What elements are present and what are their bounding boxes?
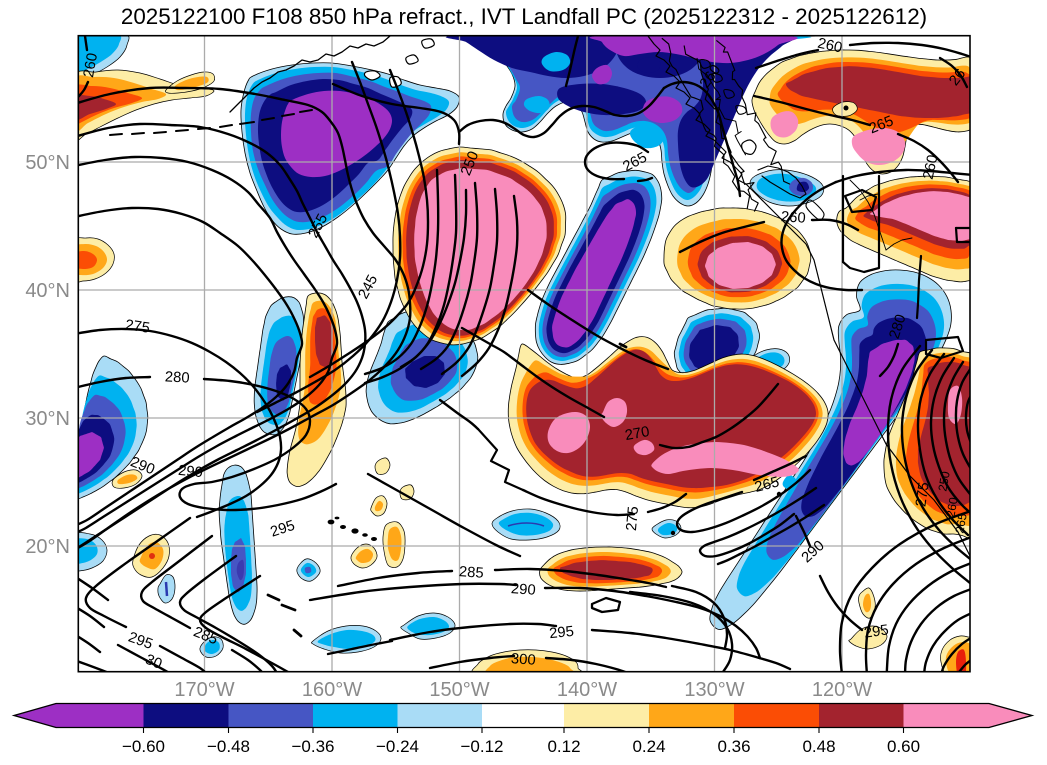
svg-text:−0.12: −0.12 — [460, 737, 503, 756]
svg-text:260: 260 — [81, 52, 101, 79]
svg-text:140°W: 140°W — [557, 679, 617, 701]
svg-text:270: 270 — [624, 424, 651, 444]
svg-text:295: 295 — [863, 622, 890, 641]
svg-text:20°N: 20°N — [25, 536, 70, 558]
svg-text:285: 285 — [458, 564, 484, 582]
svg-text:0.36: 0.36 — [717, 737, 750, 756]
svg-text:295: 295 — [126, 629, 155, 652]
svg-text:2025122100 F108 850 hPa refrac: 2025122100 F108 850 hPa refract., IVT La… — [121, 4, 927, 29]
svg-text:170°W: 170°W — [174, 679, 234, 701]
svg-text:295: 295 — [269, 518, 297, 541]
svg-text:160°W: 160°W — [302, 679, 362, 701]
svg-text:265: 265 — [952, 512, 969, 534]
svg-text:0.60: 0.60 — [887, 737, 920, 756]
svg-text:265: 265 — [753, 474, 781, 496]
svg-text:275: 275 — [124, 317, 151, 336]
svg-text:130°W: 130°W — [684, 679, 744, 701]
svg-text:0.12: 0.12 — [547, 737, 580, 756]
svg-text:250: 250 — [935, 470, 952, 492]
svg-text:120°W: 120°W — [812, 679, 872, 701]
svg-text:−0.60: −0.60 — [122, 737, 165, 756]
svg-text:−0.36: −0.36 — [291, 737, 334, 756]
svg-text:290: 290 — [510, 581, 536, 599]
svg-text:295: 295 — [548, 624, 574, 642]
svg-text:26: 26 — [946, 66, 969, 89]
svg-text:260: 260 — [943, 496, 960, 518]
svg-text:−0.48: −0.48 — [207, 737, 250, 756]
svg-text:290: 290 — [177, 463, 203, 481]
svg-text:30: 30 — [143, 652, 164, 673]
svg-text:260: 260 — [816, 36, 843, 57]
svg-text:0.48: 0.48 — [802, 737, 835, 756]
svg-text:0.24: 0.24 — [632, 737, 665, 756]
svg-text:275: 275 — [913, 481, 932, 508]
svg-text:−0.24: −0.24 — [376, 737, 419, 756]
svg-text:30°N: 30°N — [25, 408, 70, 430]
svg-text:280: 280 — [887, 313, 910, 341]
svg-text:50°N: 50°N — [25, 152, 70, 174]
svg-text:40°N: 40°N — [25, 280, 70, 302]
svg-text:150°W: 150°W — [429, 679, 489, 701]
svg-text:275: 275 — [624, 506, 642, 532]
svg-text:300: 300 — [510, 651, 536, 669]
svg-text:260: 260 — [780, 209, 806, 227]
svg-text:260: 260 — [921, 153, 942, 180]
svg-text:280: 280 — [164, 369, 190, 386]
